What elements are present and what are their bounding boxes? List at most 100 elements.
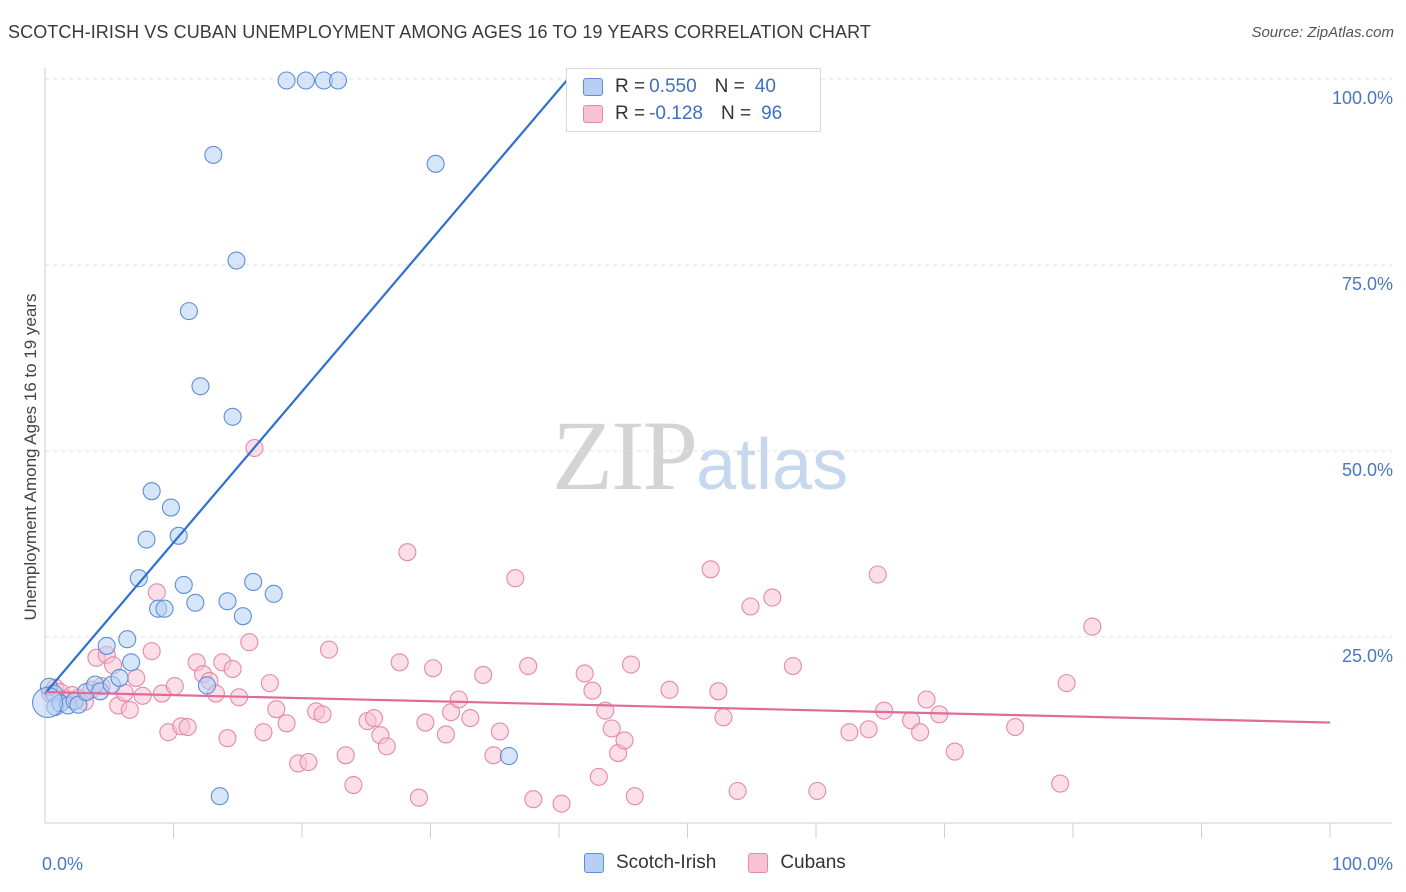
cuban-point [409, 788, 428, 807]
cuban-point [519, 656, 538, 676]
cuban-point [377, 737, 396, 756]
source-label: Source: ZipAtlas.com [1251, 24, 1394, 41]
legend-r-label: R = [615, 76, 646, 97]
y-tick-label: 100.0% [1332, 88, 1393, 108]
legend-label-cubans: Cubans [780, 852, 846, 873]
scotch-irish-point [233, 607, 252, 626]
cuban-point [506, 569, 525, 588]
cuban-point [917, 690, 936, 709]
scotch-irish-point [122, 653, 141, 672]
cuban-point [260, 674, 279, 693]
cuban-point [625, 787, 644, 806]
scotch-irish-point [426, 154, 445, 173]
cuban-point [165, 677, 184, 696]
cuban-point [223, 659, 242, 679]
axis-labels: 25.0% 50.0% 75.0% 100.0% 0.0% 100.0% Unemploym… [21, 88, 1393, 874]
scotch-irish-point [328, 71, 348, 90]
cuban-point [390, 653, 409, 672]
cuban-point [602, 719, 621, 738]
x-tick-label: 0.0% [42, 854, 83, 874]
cuban-point [728, 781, 747, 801]
cuban-point [336, 746, 355, 765]
cuban-point [875, 701, 894, 720]
cuban-point [709, 682, 728, 701]
cuban-point [911, 723, 930, 742]
cubans-swatch [583, 105, 603, 123]
cuban-point [660, 680, 679, 699]
cuban-point [552, 794, 571, 813]
cuban-point [436, 725, 455, 744]
cuban-point [313, 705, 332, 724]
scotch-irish-point [129, 569, 148, 588]
scotch-irish-swatch [583, 78, 603, 96]
scotch-irish-point [244, 572, 263, 591]
scotch-irish-legend-swatch [584, 853, 604, 873]
cuban-point [741, 597, 760, 616]
chart-title: SCOTCH-IRISH VS CUBAN UNEMPLOYMENT AMONG… [8, 22, 871, 42]
legend-item-cubans[interactable]: Cubans [748, 852, 846, 874]
cuban-point [474, 665, 493, 684]
x-tick-label: 100.0% [1332, 854, 1393, 874]
scotch-irish-point [204, 145, 223, 164]
cuban-point [254, 723, 273, 742]
cuban-point [1057, 674, 1076, 693]
cuban-point [575, 664, 594, 683]
cuban-point [133, 686, 152, 705]
cuban-point [524, 790, 543, 809]
cuban-point [449, 690, 468, 709]
gridlines [45, 78, 1392, 638]
trend-lines [44, 78, 1331, 724]
watermark: ZIPatlas [552, 398, 848, 513]
cuban-point [416, 713, 435, 732]
cuban-point [808, 781, 827, 801]
scotch-irish-point [118, 630, 137, 649]
cuban-point [945, 742, 964, 761]
cuban-point [398, 543, 417, 562]
cuban-point [364, 709, 384, 728]
scotch-irish-point [218, 592, 237, 611]
scotch-irish-point [179, 302, 198, 321]
scotch-irish-cluster-point [32, 686, 64, 719]
cuban-point [240, 633, 259, 652]
cuban-point [589, 767, 608, 786]
cuban-point [840, 723, 859, 742]
cuban-point [299, 752, 318, 772]
cuban-point [127, 668, 146, 687]
cuban-point [319, 640, 339, 659]
cuban-point [583, 681, 602, 700]
cuban-point [714, 708, 733, 727]
scotch-irish-point [110, 668, 129, 687]
legend-row-scotch-irish: R = 0.550 N = 40 [583, 75, 776, 99]
scotch-irish-point [210, 787, 229, 806]
cuban-point [218, 729, 237, 748]
cuban-point [277, 714, 296, 733]
scotch-irish-point [227, 251, 246, 270]
legend-n-label: N = [714, 76, 745, 97]
cuban-point [763, 588, 782, 607]
legend-row-cubans: R = -0.128 N = 96 [583, 102, 782, 126]
cuban-point [120, 700, 139, 719]
legend-n-value: 40 [754, 76, 776, 97]
cuban-point [1006, 717, 1025, 737]
scotch-irish-point [499, 746, 518, 766]
y-tick-label: 75.0% [1342, 274, 1393, 294]
scotch-irish-point [277, 71, 296, 90]
legend-r-label: R = [615, 103, 646, 124]
cuban-point [859, 720, 878, 739]
watermark-zip: ZIP [552, 400, 698, 511]
scotch-irish-point [142, 482, 161, 501]
scotch-irish-point [264, 584, 283, 603]
legend-label-scotch-irish: Scotch-Irish [616, 852, 717, 873]
scotch-irish-point [137, 530, 156, 549]
y-tick-label: 50.0% [1342, 460, 1393, 480]
cuban-point [1051, 774, 1070, 793]
scotch-irish-point [223, 407, 242, 426]
scotch-irish-point [155, 599, 174, 618]
legend-n-label: N = [720, 103, 752, 124]
cuban-point [615, 731, 634, 750]
legend-item-scotch-irish[interactable]: Scotch-Irish [584, 852, 716, 874]
cuban-point [142, 642, 161, 661]
cuban-point [621, 655, 641, 674]
scotch-irish-point [174, 575, 193, 594]
